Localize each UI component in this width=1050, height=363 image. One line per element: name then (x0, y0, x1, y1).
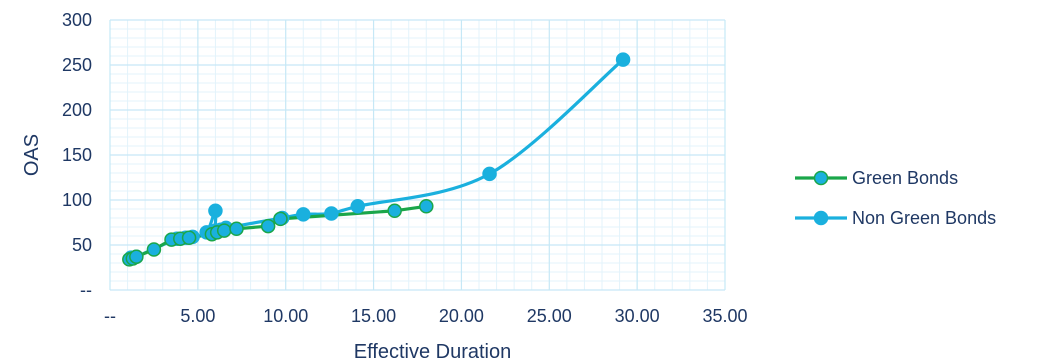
y-axis-title: OAS (21, 134, 43, 176)
x-tick-label: 35.00 (702, 306, 747, 326)
x-tick-label: -- (104, 306, 116, 326)
data-point-green-bonds (181, 230, 197, 246)
y-tick-label: 300 (62, 10, 92, 30)
data-point-green-bonds (129, 249, 144, 264)
legend-label-green-bonds: Green Bonds (852, 168, 958, 188)
data-point-green-bonds (387, 203, 402, 219)
data-point-green-bonds (229, 221, 244, 237)
data-point-green-bonds (273, 211, 288, 227)
legend-label-non-green-bonds: Non Green Bonds (852, 208, 996, 228)
legend-marker-green-bonds (813, 170, 829, 186)
y-tick-label: -- (80, 280, 92, 300)
grid-layer (109, 19, 726, 291)
legend: Green Bonds Non Green Bonds (795, 168, 996, 228)
data-point-green-bonds (419, 199, 434, 214)
data-point-non-green-bonds (324, 206, 339, 221)
x-axis-title: Effective Duration (354, 341, 512, 363)
x-tick-label: 25.00 (527, 306, 572, 326)
x-tick-label: 20.00 (439, 306, 484, 326)
x-tick-label: 10.00 (263, 306, 308, 326)
y-tick-label: 200 (62, 100, 92, 120)
data-point-non-green-bonds (296, 207, 311, 222)
x-tick-label: 5.00 (180, 306, 215, 326)
data-point-non-green-bonds (482, 166, 497, 182)
series-layer (122, 52, 631, 267)
y-tick-label: 250 (62, 55, 92, 75)
x-tick-label: 15.00 (351, 306, 396, 326)
data-point-green-bonds (146, 242, 162, 257)
data-point-green-bonds (260, 218, 276, 234)
legend-marker-non-green-bonds (813, 210, 829, 226)
data-point-non-green-bonds (615, 52, 631, 67)
y-tick-label: 150 (62, 145, 92, 165)
data-point-non-green-bonds (208, 203, 223, 219)
x-tick-label: 30.00 (615, 306, 660, 326)
data-point-green-bonds (216, 223, 232, 238)
data-point-non-green-bonds (350, 199, 366, 214)
axis-layer: -- 5.00 10.00 15.00 20.00 25.00 30.00 35.00 -- 50… (21, 10, 748, 363)
y-tick-label: 100 (62, 190, 92, 210)
y-tick-label: 50 (72, 235, 92, 255)
